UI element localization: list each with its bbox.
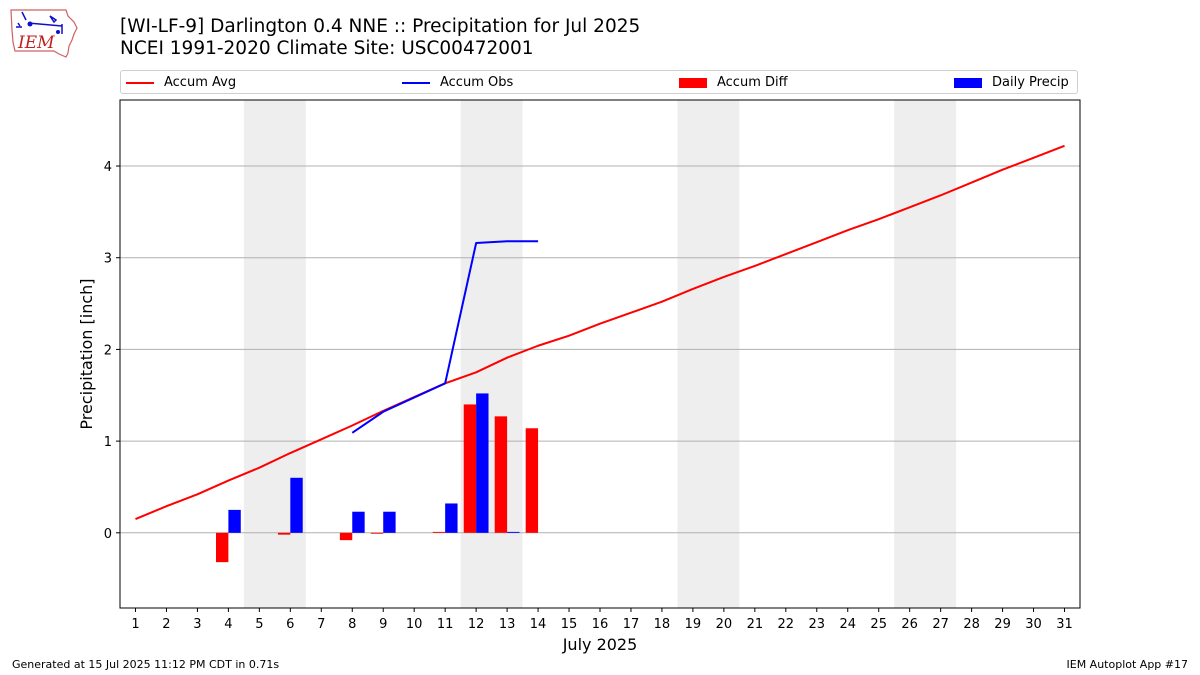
y-axis-ticks: 0 1 2 3 4 [104,160,120,542]
x-tick-label: 25 [870,617,887,632]
legend-item-accum-diff: Accum Diff [679,74,788,92]
title-line-2: NCEI 1991-2020 Climate Site: USC00472001 [120,38,534,59]
gridlines-group [120,165,1080,534]
y-tick-label: 0 [104,527,112,542]
y-tick-label: 3 [104,252,112,267]
bars-group [216,393,539,563]
accum-diff-bar [494,416,508,533]
x-tick-label: 10 [406,617,423,632]
x-tick-label: 31 [1056,617,1073,632]
x-tick-label: 1 [131,617,139,632]
legend-swatch-accum-obs [402,81,430,84]
iowa-outline [10,9,78,58]
daily-precip-bar [507,531,520,533]
accum-avg-line [135,144,1065,520]
legend-label-accum-avg: Accum Avg [164,75,237,90]
x-tick-label: 24 [839,617,856,632]
chart-title: [WI-LF-9] Darlington 0.4 NNE :: Precipit… [120,16,640,60]
x-axis-ticks: 1 2 3 4 5 6 7 8 9 10 11 12 13 14 15 16 17 18 19 20 21 22 23 24 2… [131,608,1073,632]
x-tick-label: 11 [437,617,454,632]
legend-item-accum-obs: Accum Obs [402,74,513,92]
x-tick-label: 22 [778,617,795,632]
legend-swatch-daily-precip [954,77,982,88]
x-tick-label: 3 [193,617,201,632]
x-tick-label: 30 [1025,617,1042,632]
x-tick-label: 20 [716,617,733,632]
x-tick-label: 18 [654,617,671,632]
y-tick-label: 4 [104,160,112,175]
x-tick-label: 14 [530,617,547,632]
x-tick-label: 12 [468,617,485,632]
daily-precip-bar [476,393,489,533]
x-tick-label: 19 [685,617,702,632]
x-tick-label: 2 [162,617,170,632]
legend-label-daily-precip: Daily Precip [992,75,1069,90]
x-tick-label: 5 [255,617,263,632]
footer-generated: Generated at 15 Jul 2025 11:12 PM CDT in… [12,658,280,671]
weather-vane-icon [16,11,63,34]
x-axis-label: July 2025 [562,635,638,654]
x-tick-label: 7 [317,617,325,632]
x-tick-label: 29 [994,617,1011,632]
x-tick-label: 23 [809,617,826,632]
x-tick-label: 28 [963,617,980,632]
weekend-shading-group [243,100,957,608]
accum-diff-bar [339,532,353,541]
x-tick-label: 4 [224,617,232,632]
y-tick-label: 1 [104,435,112,450]
iem-logo: IEM [10,9,78,58]
x-tick-label: 8 [348,617,356,632]
footer-app: IEM Autoplot App #17 [1066,658,1189,671]
legend-label-accum-obs: Accum Obs [440,75,514,90]
lines-group [135,144,1065,520]
weekend-band [894,100,957,608]
daily-precip-bar [228,509,241,533]
accum-diff-bar [432,531,446,533]
x-tick-label: 27 [932,617,949,632]
accum-diff-bar [370,532,384,534]
daily-precip-bar [383,511,396,533]
accum-diff-bar [525,428,539,533]
legend-swatch-accum-avg [126,81,154,84]
accum-diff-bar [463,404,477,533]
logo-text: IEM [17,33,55,53]
legend-label-accum-diff: Accum Diff [717,75,788,90]
legend-item-accum-avg: Accum Avg [126,74,236,92]
title-line-1: [WI-LF-9] Darlington 0.4 NNE :: Precipit… [120,16,641,37]
x-tick-label: 6 [286,617,294,632]
y-tick-label: 2 [104,343,112,358]
accum-diff-bar [216,532,229,563]
x-tick-label: 9 [379,617,387,632]
daily-precip-bar [352,511,365,533]
accum-diff-bar [277,532,291,535]
legend-item-daily-precip: Daily Precip [954,74,1069,92]
x-tick-label: 21 [747,617,764,632]
x-tick-label: 17 [623,617,640,632]
x-tick-label: 13 [499,617,516,632]
chart-legend: Accum Avg Accum Obs Accum Diff Daily Pre… [120,70,1078,94]
daily-precip-bar [290,477,303,533]
x-tick-label: 16 [592,617,609,632]
x-tick-label: 26 [901,617,918,632]
y-axis-label: Precipitation [inch] [77,278,96,429]
x-tick-label: 15 [561,617,578,632]
legend-swatch-accum-diff [679,77,707,88]
daily-precip-bar [445,503,458,533]
weekend-band [677,100,740,608]
accum-obs-line [351,240,539,434]
